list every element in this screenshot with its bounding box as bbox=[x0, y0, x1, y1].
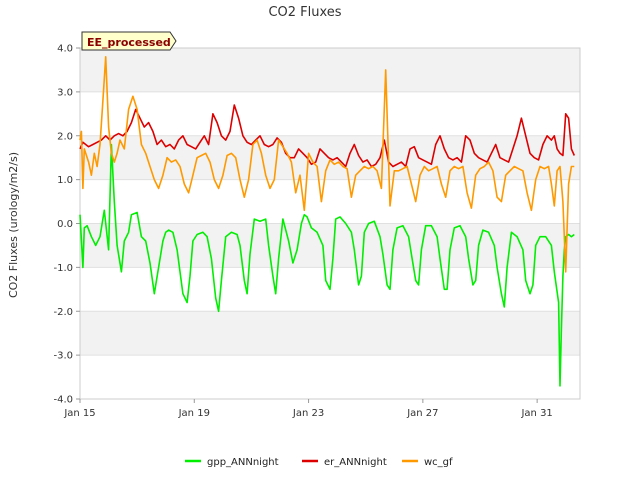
y-tick-label: -1.0 bbox=[53, 263, 73, 274]
y-tick-label: -4.0 bbox=[53, 395, 73, 406]
series-lines bbox=[79, 55, 576, 387]
y-tick-label: -2.0 bbox=[53, 307, 73, 318]
series-line-er_ANNnight bbox=[79, 104, 576, 168]
ee-processed-badge: EE_processed bbox=[81, 31, 177, 51]
series-line-wc_gf bbox=[79, 55, 575, 273]
x-tick-labels: Jan 15 Jan 19 Jan 23 Jan 27 Jan 31 bbox=[63, 399, 553, 419]
background-band-0 bbox=[80, 48, 580, 92]
legend: gpp_ANNnight er_ANNnight wc_gf bbox=[185, 457, 453, 468]
y-tick-label: 1.0 bbox=[57, 175, 73, 186]
x-tick-label: Jan 31 bbox=[520, 408, 552, 419]
badge-background bbox=[81, 31, 177, 51]
y-tick-label: 4.0 bbox=[57, 44, 73, 55]
series-line-gpp_ANNnight bbox=[79, 143, 575, 387]
x-tick-label: Jan 15 bbox=[63, 408, 95, 419]
legend-label-wc_gf: wc_gf bbox=[424, 457, 453, 468]
y-tick-labels: 4.0 3.0 2.0 1.0 0.0 -1.0 -2.0 -3.0 -4.0 bbox=[53, 44, 80, 406]
x-tick-label: Jan 19 bbox=[178, 408, 210, 419]
background-band-3 bbox=[80, 311, 580, 356]
x-tick-label: Jan 23 bbox=[292, 408, 324, 419]
y-axis-title: CO2 Fluxes (urology/m2/s) bbox=[7, 152, 20, 298]
chart-title: CO2 Fluxes bbox=[268, 5, 341, 20]
background-band-2 bbox=[80, 223, 580, 268]
legend-label-er_ANNnight: er_ANNnight bbox=[324, 457, 387, 468]
x-tick-label: Jan 27 bbox=[406, 408, 438, 419]
legend-label-gpp_ANNnight: gpp_ANNnight bbox=[207, 457, 279, 468]
y-tick-label: 0.0 bbox=[57, 219, 73, 230]
y-tick-label: 2.0 bbox=[57, 131, 73, 142]
y-tick-label: 3.0 bbox=[57, 87, 73, 98]
badge-label: EE_processed bbox=[87, 36, 171, 49]
background-bands bbox=[80, 48, 580, 356]
y-tick-label: -3.0 bbox=[53, 351, 73, 362]
